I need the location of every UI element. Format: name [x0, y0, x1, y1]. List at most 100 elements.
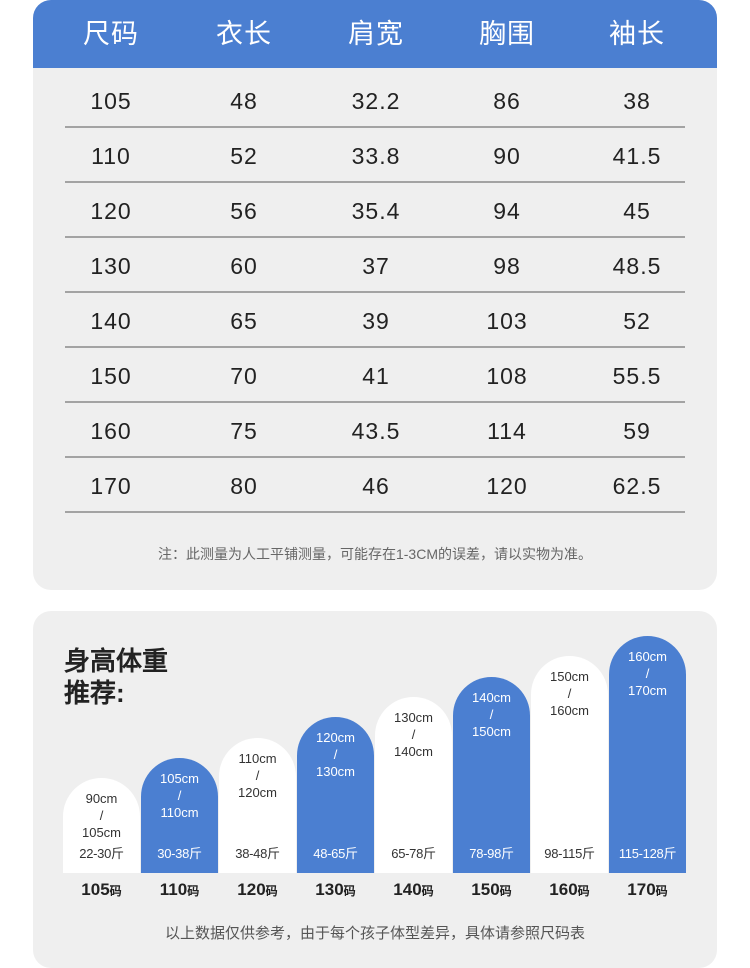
measurement-note: 注：此测量为人工平铺测量，可能存在1-3CM的误差，请以实物为准。 — [157, 546, 592, 562]
header-size: 尺码 — [83, 19, 139, 49]
table-row: 140 65 39 103 52 — [33, 293, 717, 348]
row-divider — [65, 511, 685, 513]
table-cell: 62.5 — [612, 473, 662, 499]
table-cell: 103 — [486, 308, 528, 334]
size-column-110: 105cm/110cm 30-38斤 — [141, 758, 218, 873]
height-range: 130cm/140cm — [393, 710, 434, 759]
table-row: 120 56 35.4 94 45 — [33, 183, 717, 238]
table-cell: 80 — [230, 473, 258, 499]
table-cell: 90 — [493, 143, 521, 169]
size-column-140: 130cm/140cm 65-78斤 — [375, 697, 452, 873]
table-cell: 46 — [362, 473, 390, 499]
size-column-130: 120cm/130cm 48-65斤 — [297, 717, 374, 873]
table-cell: 38 — [623, 88, 651, 114]
row-divider — [65, 346, 685, 348]
size-label: 160码 — [549, 880, 590, 899]
recommendation-title-line2: 推荐: — [64, 678, 125, 708]
table-cell: 114 — [487, 418, 527, 444]
table-cell: 37 — [362, 253, 390, 279]
recommendation-title-line1: 身高体重 — [64, 646, 169, 676]
table-cell: 39 — [362, 308, 390, 334]
table-cell: 43.5 — [351, 418, 401, 444]
table-header: 尺码 衣长 肩宽 胸围 袖长 — [33, 0, 717, 68]
header-length: 衣长 — [216, 19, 272, 49]
height-range: 110cm/120cm — [237, 751, 278, 800]
table-cell: 108 — [486, 363, 528, 389]
size-label: 130码 — [315, 880, 356, 899]
table-cell: 52 — [623, 308, 651, 334]
table-row: 105 48 32.2 86 38 — [33, 73, 717, 128]
table-cell: 120 — [90, 198, 132, 224]
table-cell: 35.4 — [351, 198, 401, 224]
weight-range: 98-115斤 — [544, 846, 595, 861]
weight-range: 48-65斤 — [313, 846, 358, 861]
table-row: 170 80 46 120 62.5 — [33, 458, 717, 513]
size-column-150: 140cm/150cm 78-98斤 — [453, 677, 530, 873]
weight-range: 65-78斤 — [391, 846, 436, 861]
size-column-105: 90cm/105cm 22-30斤 — [63, 778, 140, 873]
size-label: 140码 — [393, 880, 434, 899]
table-cell: 48.5 — [612, 253, 662, 279]
table-cell: 110 — [91, 143, 131, 169]
table-cell: 41 — [362, 363, 390, 389]
table-cell: 105 — [90, 88, 132, 114]
table-cell: 150 — [90, 363, 132, 389]
table-cell: 60 — [230, 253, 258, 279]
row-divider — [65, 126, 685, 128]
size-column-120: 110cm/120cm 38-48斤 — [219, 738, 296, 873]
table-row: 160 75 43.5 114 59 — [33, 403, 717, 458]
weight-range: 22-30斤 — [79, 846, 124, 861]
table-cell: 120 — [486, 473, 528, 499]
height-range: 160cm/170cm — [627, 649, 668, 698]
row-divider — [65, 236, 685, 238]
table-cell: 130 — [90, 253, 132, 279]
size-column-160: 150cm/160cm 98-115斤 — [531, 656, 608, 873]
table-cell: 140 — [90, 308, 132, 334]
table-cell: 75 — [230, 418, 258, 444]
table-cell: 48 — [230, 88, 258, 114]
row-divider — [65, 456, 685, 458]
size-label: 150码 — [471, 880, 512, 899]
row-divider — [65, 181, 685, 183]
table-cell: 56 — [230, 198, 258, 224]
size-chart-card: 尺码 衣长 肩宽 胸围 袖长 105 48 32.2 86 38 110 52 33.8 90 4… — [33, 0, 717, 590]
recommendation-card: 身高体重 推荐: 90cm/105cm 22-30斤 105码 105cm/110cm… — [33, 611, 717, 968]
table-cell: 70 — [230, 363, 258, 389]
table-cell: 33.8 — [351, 143, 401, 169]
disclaimer-text: 以上数据仅供参考，由于每个孩子体型差异，具体请参照尺码表 — [164, 925, 585, 942]
height-range: 120cm/130cm — [315, 730, 356, 779]
table-cell: 94 — [493, 198, 521, 224]
table-cell: 45 — [623, 198, 651, 224]
table-cell: 59 — [623, 418, 651, 444]
height-range: 140cm/150cm — [471, 690, 512, 739]
table-cell: 55.5 — [612, 363, 662, 389]
table-cell: 32.2 — [351, 88, 401, 114]
size-column-170: 160cm/170cm 115-128斤 — [609, 636, 686, 873]
header-chest: 胸围 — [479, 19, 535, 49]
recommendation-title: 身高体重 推荐: — [64, 645, 168, 709]
table-cell: 41.5 — [612, 143, 662, 169]
table-cell: 170 — [90, 473, 132, 499]
weight-range: 78-98斤 — [469, 846, 514, 861]
height-range: 150cm/160cm — [549, 669, 590, 718]
table-row: 110 52 33.8 90 41.5 — [33, 128, 717, 183]
row-divider — [65, 291, 685, 293]
row-divider — [65, 401, 685, 403]
height-range: 105cm/110cm — [159, 771, 200, 820]
table-cell: 52 — [230, 143, 258, 169]
table-row: 150 70 41 108 55.5 — [33, 348, 717, 403]
weight-range: 38-48斤 — [235, 846, 280, 861]
size-label: 110码 — [159, 880, 200, 899]
table-cell: 98 — [493, 253, 521, 279]
size-label: 105码 — [81, 880, 122, 899]
table-cell: 160 — [90, 418, 132, 444]
size-label: 120码 — [237, 880, 278, 899]
height-range: 90cm/105cm — [81, 791, 122, 840]
weight-range: 30-38斤 — [157, 846, 202, 861]
table-cell: 65 — [230, 308, 258, 334]
table-row: 130 60 37 98 48.5 — [33, 238, 717, 293]
header-shoulder: 肩宽 — [348, 19, 404, 49]
weight-range: 115-128斤 — [618, 846, 677, 861]
header-sleeve: 袖长 — [609, 19, 665, 49]
table-cell: 86 — [493, 88, 521, 114]
